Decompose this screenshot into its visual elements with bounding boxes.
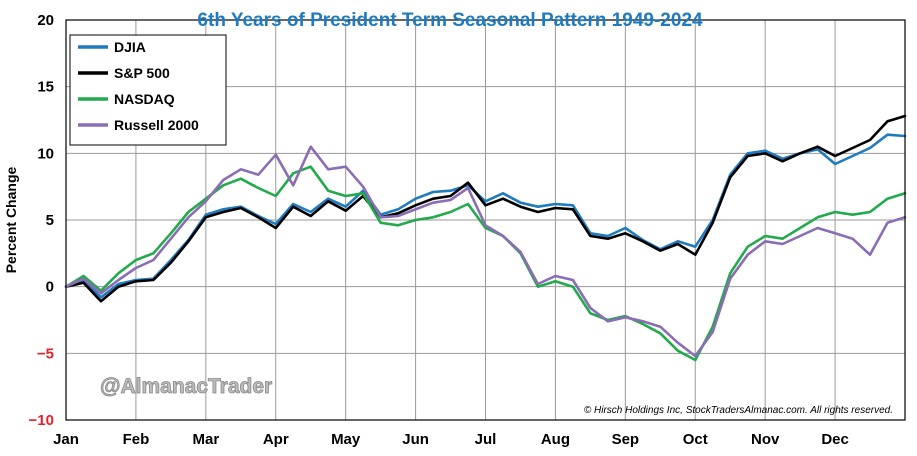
x-tick-label: Feb xyxy=(123,431,150,448)
series-line-nasdaq xyxy=(64,165,907,362)
watermark: @AlmanacTrader xyxy=(100,375,272,398)
y-tick-label: 15 xyxy=(37,79,54,96)
x-tick-label: Mar xyxy=(192,431,219,448)
y-tick-label: −10 xyxy=(29,412,54,429)
chart-title: 6th Years of President Term Seasonal Pat… xyxy=(197,10,703,31)
plot-frame xyxy=(65,19,906,421)
x-tick-label: Nov xyxy=(751,431,780,448)
x-tick-label: Sep xyxy=(612,431,640,448)
y-tick-label: −5 xyxy=(37,345,54,362)
x-tick-label: Aug xyxy=(541,431,570,448)
y-tick-label: 5 xyxy=(46,212,54,229)
y-axis-ticks: −10 −5 0 5 10 15 20 xyxy=(29,12,54,429)
series-line-russell-2000 xyxy=(64,145,907,358)
y-tick-label: 0 xyxy=(46,279,54,296)
legend-label: S&P 500 xyxy=(114,65,170,81)
copyright-notice: © Hirsch Holdings Inc, StockTradersAlman… xyxy=(584,405,893,416)
y-axis-label: Percent Change xyxy=(3,166,19,273)
series-line-djia xyxy=(64,133,907,299)
x-tick-label: May xyxy=(331,431,361,448)
y-tick-label: 10 xyxy=(37,145,54,162)
legend-label: DJIA xyxy=(114,39,146,55)
series-line-s-p-500 xyxy=(64,114,907,303)
x-tick-label: Jan xyxy=(53,431,79,448)
x-tick-label: Jul xyxy=(475,431,497,448)
x-tick-label: Dec xyxy=(821,431,849,448)
x-tick-label: Jun xyxy=(402,431,429,448)
legend-label: Russell 2000 xyxy=(114,117,199,133)
series-lines xyxy=(64,114,907,362)
x-tick-label: Apr xyxy=(263,431,289,448)
y-tick-label: 20 xyxy=(37,12,54,29)
x-axis-ticks: Jan Feb Mar Apr May Jun Jul Aug Sep Oct Nov Dec xyxy=(53,431,849,448)
legend-label: NASDAQ xyxy=(114,91,175,107)
legend: DJIA S&P 500 NASDAQ Russell 2000 xyxy=(69,34,227,146)
x-tick-label: Oct xyxy=(683,431,708,448)
